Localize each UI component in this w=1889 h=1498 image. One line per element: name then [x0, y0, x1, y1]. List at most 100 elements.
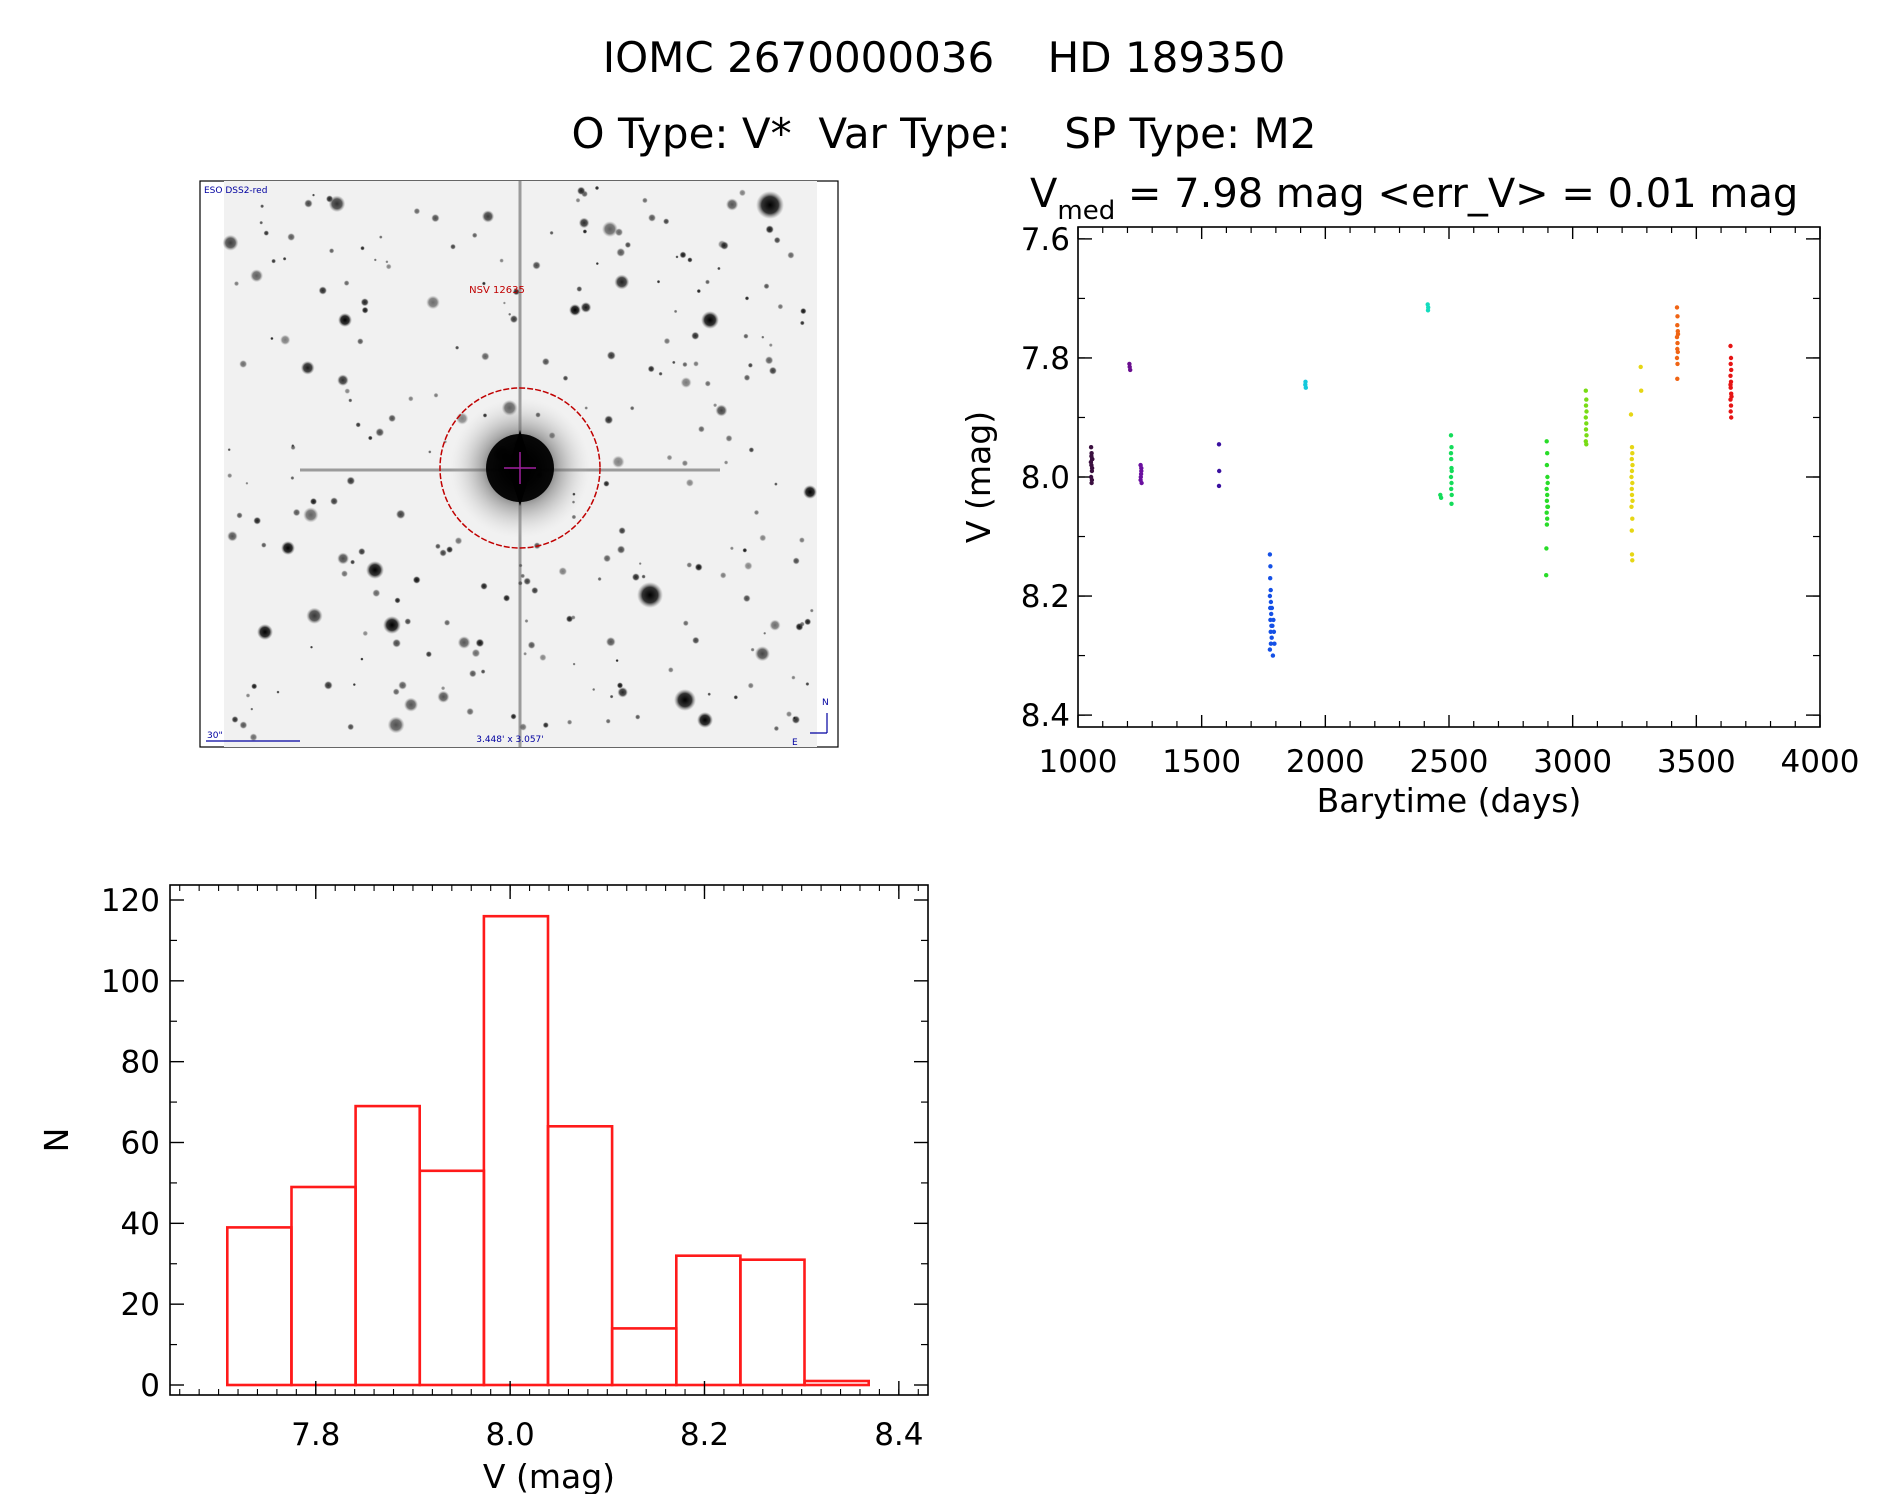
histogram-ytick-label: 0: [140, 1368, 160, 1404]
field-star: [245, 481, 249, 485]
field-star: [408, 395, 414, 402]
field-star: [337, 374, 349, 387]
light-curve-point: [1545, 474, 1550, 480]
field-star: [450, 243, 456, 250]
bright-field-star: [756, 191, 784, 219]
light-curve-point: [1267, 593, 1273, 599]
field-star: [509, 315, 518, 324]
light-curve-point: [1438, 495, 1444, 500]
field-star: [656, 279, 661, 284]
histogram-xlabel: V (mag): [483, 1457, 615, 1494]
finder-stars: [222, 185, 817, 742]
field-star: [768, 366, 777, 375]
light-curve-point: [1139, 465, 1144, 471]
field-star: [227, 530, 238, 542]
field-star: [704, 380, 711, 387]
light-curve-point: [1629, 468, 1635, 474]
histogram-bar: [674, 1254, 742, 1387]
compass-east-label: E: [792, 738, 798, 748]
light-curve-title-sub: med: [1057, 196, 1115, 226]
field-star: [605, 718, 611, 724]
field-star: [692, 636, 700, 645]
histogram-xtick-label: 8.2: [680, 1417, 729, 1453]
light-curve-point: [1545, 451, 1550, 456]
field-star: [799, 320, 805, 326]
histogram-bar: [803, 1379, 870, 1387]
field-star: [344, 388, 351, 394]
field-star: [791, 715, 801, 724]
field-star: [679, 251, 687, 259]
field-star: [481, 210, 495, 223]
field-star: [606, 351, 616, 360]
field-star: [306, 607, 323, 624]
field-star: [385, 263, 392, 270]
light-curve-point: [1138, 477, 1143, 483]
field-star: [310, 645, 313, 649]
field-star: [379, 235, 383, 239]
field-star: [357, 338, 364, 345]
finder-chart: ESO DSS2-red NSV 12635 30" 3.448' x 3.05…: [199, 180, 839, 748]
field-star: [799, 621, 805, 627]
field-star: [748, 447, 755, 453]
finder-fov-label: 3.448' x 3.057': [476, 735, 544, 745]
field-star: [605, 636, 616, 647]
field-star: [455, 345, 460, 350]
light-curve-point: [1583, 415, 1589, 420]
field-star: [337, 552, 350, 565]
field-star: [253, 516, 262, 525]
field-star: [330, 497, 339, 506]
bright-field-star: [674, 689, 696, 711]
field-star: [715, 404, 728, 417]
field-star: [341, 570, 348, 578]
bright-field-star: [257, 624, 273, 640]
field-star: [328, 248, 335, 254]
field-star: [729, 546, 734, 551]
field-star: [480, 669, 486, 674]
light-curve-point: [1088, 445, 1094, 450]
field-star: [481, 281, 486, 286]
field-star: [502, 301, 506, 305]
field-star: [270, 336, 274, 341]
field-star: [631, 573, 640, 582]
field-star: [245, 693, 251, 698]
histogram-bar: [610, 1327, 678, 1387]
field-star: [233, 281, 240, 287]
light-curve-point: [1216, 442, 1222, 447]
field-star: [276, 690, 280, 694]
field-star: [309, 497, 318, 506]
field-star: [725, 198, 739, 211]
light-curve-point: [1728, 361, 1733, 367]
histogram-ytick-label: 40: [121, 1206, 160, 1242]
light-curve-point: [1127, 364, 1132, 370]
field-star: [792, 557, 800, 565]
field-star: [747, 682, 754, 689]
field-star: [804, 618, 812, 626]
histogram-bar: [290, 1185, 357, 1387]
histogram-xtick-label: 8.0: [485, 1417, 534, 1453]
field-star: [685, 478, 694, 487]
field-star: [510, 713, 517, 720]
field-star: [667, 667, 674, 673]
field-star: [236, 512, 243, 519]
light-curve-point: [1583, 427, 1589, 432]
light-curve-point: [1629, 504, 1634, 509]
light-curve-point: [1216, 483, 1222, 489]
field-star: [375, 427, 385, 437]
light-curve-point: [1544, 510, 1549, 515]
field-star: [663, 218, 670, 225]
light-curve-point: [1584, 442, 1589, 447]
field-star: [785, 711, 793, 718]
histogram-ylabel: N: [37, 1128, 76, 1153]
field-star: [454, 537, 463, 545]
field-star: [523, 651, 527, 656]
field-star: [750, 647, 755, 652]
histogram-ytick-label: 20: [121, 1287, 160, 1323]
field-star: [754, 646, 771, 662]
field-star: [768, 343, 773, 348]
light-curve-point: [1269, 635, 1274, 640]
field-star: [720, 241, 729, 250]
field-star: [292, 508, 301, 517]
light-curve-point: [1271, 617, 1276, 623]
light-curve-point: [1544, 439, 1549, 444]
